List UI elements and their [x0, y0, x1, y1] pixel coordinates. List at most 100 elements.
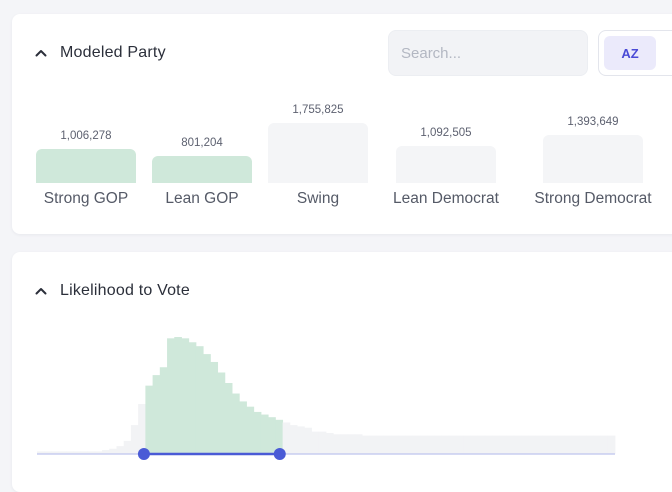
histogram-bin [73, 451, 81, 454]
bar-category-label: Swing [296, 190, 340, 207]
histogram-bin [210, 361, 219, 454]
bar-category[interactable]: 1,092,505 Lean Democrat [376, 14, 516, 234]
histogram-bin [167, 338, 175, 454]
histogram-bin [275, 419, 284, 454]
histogram-bin [362, 435, 370, 454]
bar-category-label: Strong Democrat [534, 190, 652, 207]
histogram-bin [195, 346, 204, 454]
histogram-bin [391, 435, 399, 454]
bar[interactable] [268, 123, 368, 183]
histogram-bin [456, 435, 464, 454]
bar-category[interactable]: 801,204 Lean GOP [132, 14, 272, 234]
histogram-bin [224, 383, 233, 454]
bar[interactable] [36, 149, 136, 183]
histogram-bin [470, 435, 479, 454]
bar-category-label: Strong GOP [43, 190, 129, 207]
sort-az-icon: AZ [621, 45, 639, 61]
bar[interactable] [396, 146, 496, 183]
histogram-bin [109, 448, 117, 454]
histogram-bin [600, 435, 609, 454]
histogram-bin [102, 450, 110, 454]
histogram-bin [130, 425, 139, 454]
bar[interactable] [152, 156, 252, 183]
histogram-bin [282, 422, 291, 454]
histogram-bin [578, 435, 587, 454]
histogram-bin [188, 342, 197, 454]
histogram-bin [513, 435, 522, 454]
histogram-bin [260, 414, 269, 454]
histogram-bin [181, 338, 190, 454]
slider-max-handle[interactable] [273, 448, 286, 460]
histogram-bin [174, 337, 182, 454]
bar-category[interactable]: 1,755,825 Swing [248, 14, 388, 234]
histogram-bin [347, 434, 356, 454]
histogram-bin [549, 435, 558, 454]
histogram-bin [571, 435, 580, 454]
likelihood-header[interactable]: Likelihood to Vote [34, 282, 190, 300]
histogram-bin [427, 435, 435, 454]
histogram-bin [80, 451, 88, 454]
modeled-party-chart: 1,006,278 Strong GOP 801,204 Lean GOP 1,755,… [12, 14, 672, 234]
modeled-party-header[interactable]: Modeled Party [34, 44, 166, 62]
histogram-bin [123, 440, 132, 454]
histogram-bin [448, 435, 457, 454]
histogram-bin [369, 435, 377, 454]
slider-min-handle[interactable] [137, 448, 150, 460]
bar-value-label: 801,204 [181, 137, 223, 149]
bar-category[interactable]: 1,393,649 Strong Democrat [523, 14, 663, 234]
bar-category[interactable]: 1,006,278 Strong GOP [16, 14, 156, 234]
histogram-bin [477, 435, 486, 454]
histogram-bin [412, 435, 421, 454]
histogram-bin [37, 451, 45, 454]
histogram-bin [542, 435, 551, 454]
histogram-bin [94, 451, 103, 454]
bar-category-label: Lean Democrat [393, 190, 499, 207]
histogram-bin [499, 435, 508, 454]
histogram-bin [593, 435, 601, 454]
histogram-bin [398, 435, 406, 454]
sort-control: AZ [598, 30, 672, 76]
histogram-bin [87, 451, 96, 454]
histogram-bin [557, 435, 565, 454]
bar-value-label: 1,755,825 [292, 104, 344, 116]
sort-az-button[interactable]: AZ [604, 36, 656, 70]
modeled-party-title: Modeled Party [60, 44, 166, 61]
histogram-bin [441, 435, 450, 454]
histogram-bin [145, 385, 154, 454]
histogram-bin [65, 451, 74, 454]
histogram-bin [326, 432, 334, 454]
bar-value-label: 1,006,278 [60, 130, 112, 142]
bar-category-label: Lean GOP [165, 190, 239, 207]
histogram-bin [506, 435, 515, 454]
chevron-up-icon[interactable] [34, 46, 48, 60]
histogram-bin [58, 451, 67, 454]
bar-value-label: 1,092,505 [420, 127, 472, 139]
chevron-up-icon[interactable] [34, 284, 48, 298]
likelihood-card: Likelihood to Vote [12, 252, 672, 492]
histogram-bin [521, 435, 529, 454]
histogram-bin [318, 431, 327, 454]
histogram-bin [116, 446, 125, 454]
bar[interactable] [543, 135, 643, 183]
histogram-bin [217, 372, 226, 454]
histogram-bin [239, 401, 247, 454]
histogram-bin [586, 435, 594, 454]
histogram-bin [376, 435, 385, 454]
histogram-bin [51, 451, 60, 454]
histogram-bin [333, 434, 341, 454]
histogram-bin [492, 435, 500, 454]
histogram-bin [159, 367, 168, 454]
histogram-bin [434, 435, 443, 454]
histogram-bin [289, 425, 298, 454]
histogram-bin [528, 435, 536, 454]
histogram-bin [311, 431, 320, 454]
histogram-bin [268, 417, 276, 454]
search-input[interactable] [388, 30, 588, 76]
histogram-bin [152, 375, 161, 454]
histogram-bin [405, 435, 414, 454]
histogram-bin [203, 354, 211, 454]
histogram-bin [607, 435, 616, 454]
likelihood-title: Likelihood to Vote [60, 282, 190, 299]
histogram-bin [253, 411, 262, 454]
